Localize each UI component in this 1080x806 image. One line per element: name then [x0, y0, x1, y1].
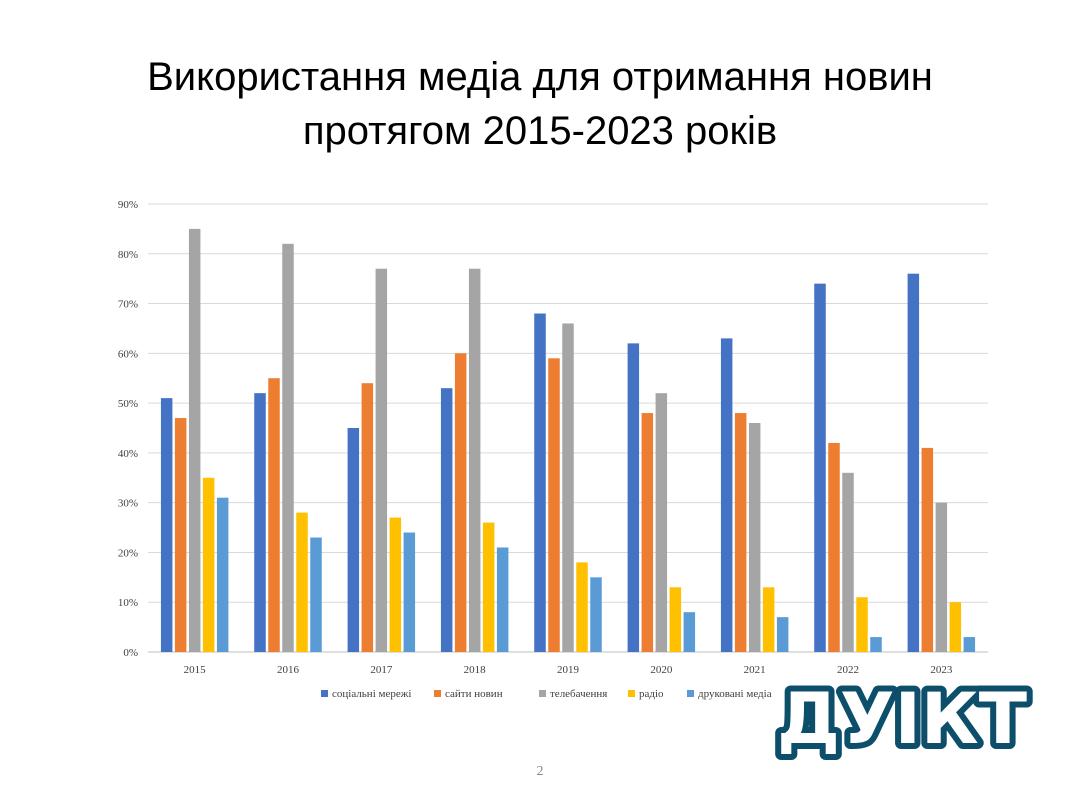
y-tick-label: 20% — [118, 547, 138, 559]
legend-label: радіо — [639, 688, 664, 700]
bar — [310, 537, 322, 652]
bar — [762, 587, 775, 652]
slide-title-line-1: Використання медіа для отримання новин — [147, 55, 933, 99]
bar — [963, 637, 976, 652]
legend-label: соціальні мережі — [332, 688, 411, 700]
logo-ducit: ДУІКТ — [771, 672, 1033, 766]
y-tick-label: 80% — [118, 249, 138, 261]
bar — [590, 577, 602, 652]
y-tick-label: 70% — [118, 299, 138, 311]
bar — [496, 547, 509, 652]
bar — [921, 447, 934, 652]
y-tick-label: 60% — [118, 348, 138, 360]
bar — [734, 413, 747, 652]
bar — [748, 423, 761, 652]
legend-swatch — [321, 690, 328, 697]
bar — [282, 243, 294, 653]
bar — [454, 353, 467, 652]
bar — [268, 378, 280, 652]
bar — [949, 602, 962, 652]
x-tick-label: 2018 — [464, 664, 487, 676]
bar — [935, 502, 948, 652]
bar — [468, 268, 481, 652]
bar — [669, 587, 682, 652]
bar — [548, 358, 560, 652]
x-tick-label: 2023 — [930, 664, 953, 676]
bar — [870, 637, 882, 652]
y-tick-label: 40% — [118, 448, 138, 460]
bar — [482, 522, 495, 652]
bar — [440, 388, 453, 652]
page-number: 2 — [536, 764, 544, 779]
bar — [403, 532, 416, 652]
bar — [361, 383, 374, 652]
bar — [655, 393, 668, 652]
x-tick-label: 2022 — [837, 664, 859, 676]
legend-swatch — [687, 690, 694, 697]
slide-title-line-2: протягом 2015-2023 років — [302, 109, 778, 153]
bar — [202, 477, 215, 652]
bar — [720, 338, 733, 652]
y-tick-label: 10% — [118, 597, 138, 609]
x-tick-label: 2017 — [370, 664, 393, 676]
bar — [160, 398, 173, 652]
bar — [683, 612, 696, 652]
y-tick-label: 90% — [118, 199, 138, 211]
bar — [174, 418, 187, 652]
legend-label: друковані медіа — [698, 688, 772, 700]
y-tick-label: 30% — [118, 498, 138, 510]
legend-label: телебачення — [550, 688, 607, 700]
bar — [776, 617, 789, 652]
bar — [296, 512, 308, 652]
bar — [828, 442, 840, 652]
y-tick-label: 0% — [123, 647, 138, 659]
bar — [856, 597, 868, 652]
bar — [842, 472, 854, 652]
bar — [814, 283, 826, 652]
bar — [347, 428, 360, 652]
x-tick-label: 2015 — [184, 664, 207, 676]
slide-title: Використання медіа для отримання новин п… — [0, 50, 1080, 158]
bar — [216, 497, 229, 652]
logo-text: ДУІКТ — [777, 678, 1027, 760]
bar — [562, 323, 574, 652]
legend-swatch — [628, 690, 635, 697]
bar — [254, 393, 266, 652]
bar — [375, 268, 388, 652]
bar — [627, 343, 640, 652]
x-tick-label: 2021 — [744, 664, 766, 676]
legend-swatch — [434, 690, 441, 697]
y-tick-label: 50% — [118, 398, 138, 410]
legend-label: сайти новин — [445, 688, 503, 700]
legend-swatch — [539, 690, 546, 697]
bar — [576, 562, 588, 652]
bar — [534, 313, 546, 652]
x-tick-label: 2020 — [650, 664, 673, 676]
x-tick-label: 2019 — [557, 664, 580, 676]
x-tick-label: 2016 — [277, 664, 300, 676]
bar — [641, 413, 654, 652]
bar — [389, 517, 402, 652]
bar — [188, 228, 201, 652]
bar — [907, 273, 920, 652]
